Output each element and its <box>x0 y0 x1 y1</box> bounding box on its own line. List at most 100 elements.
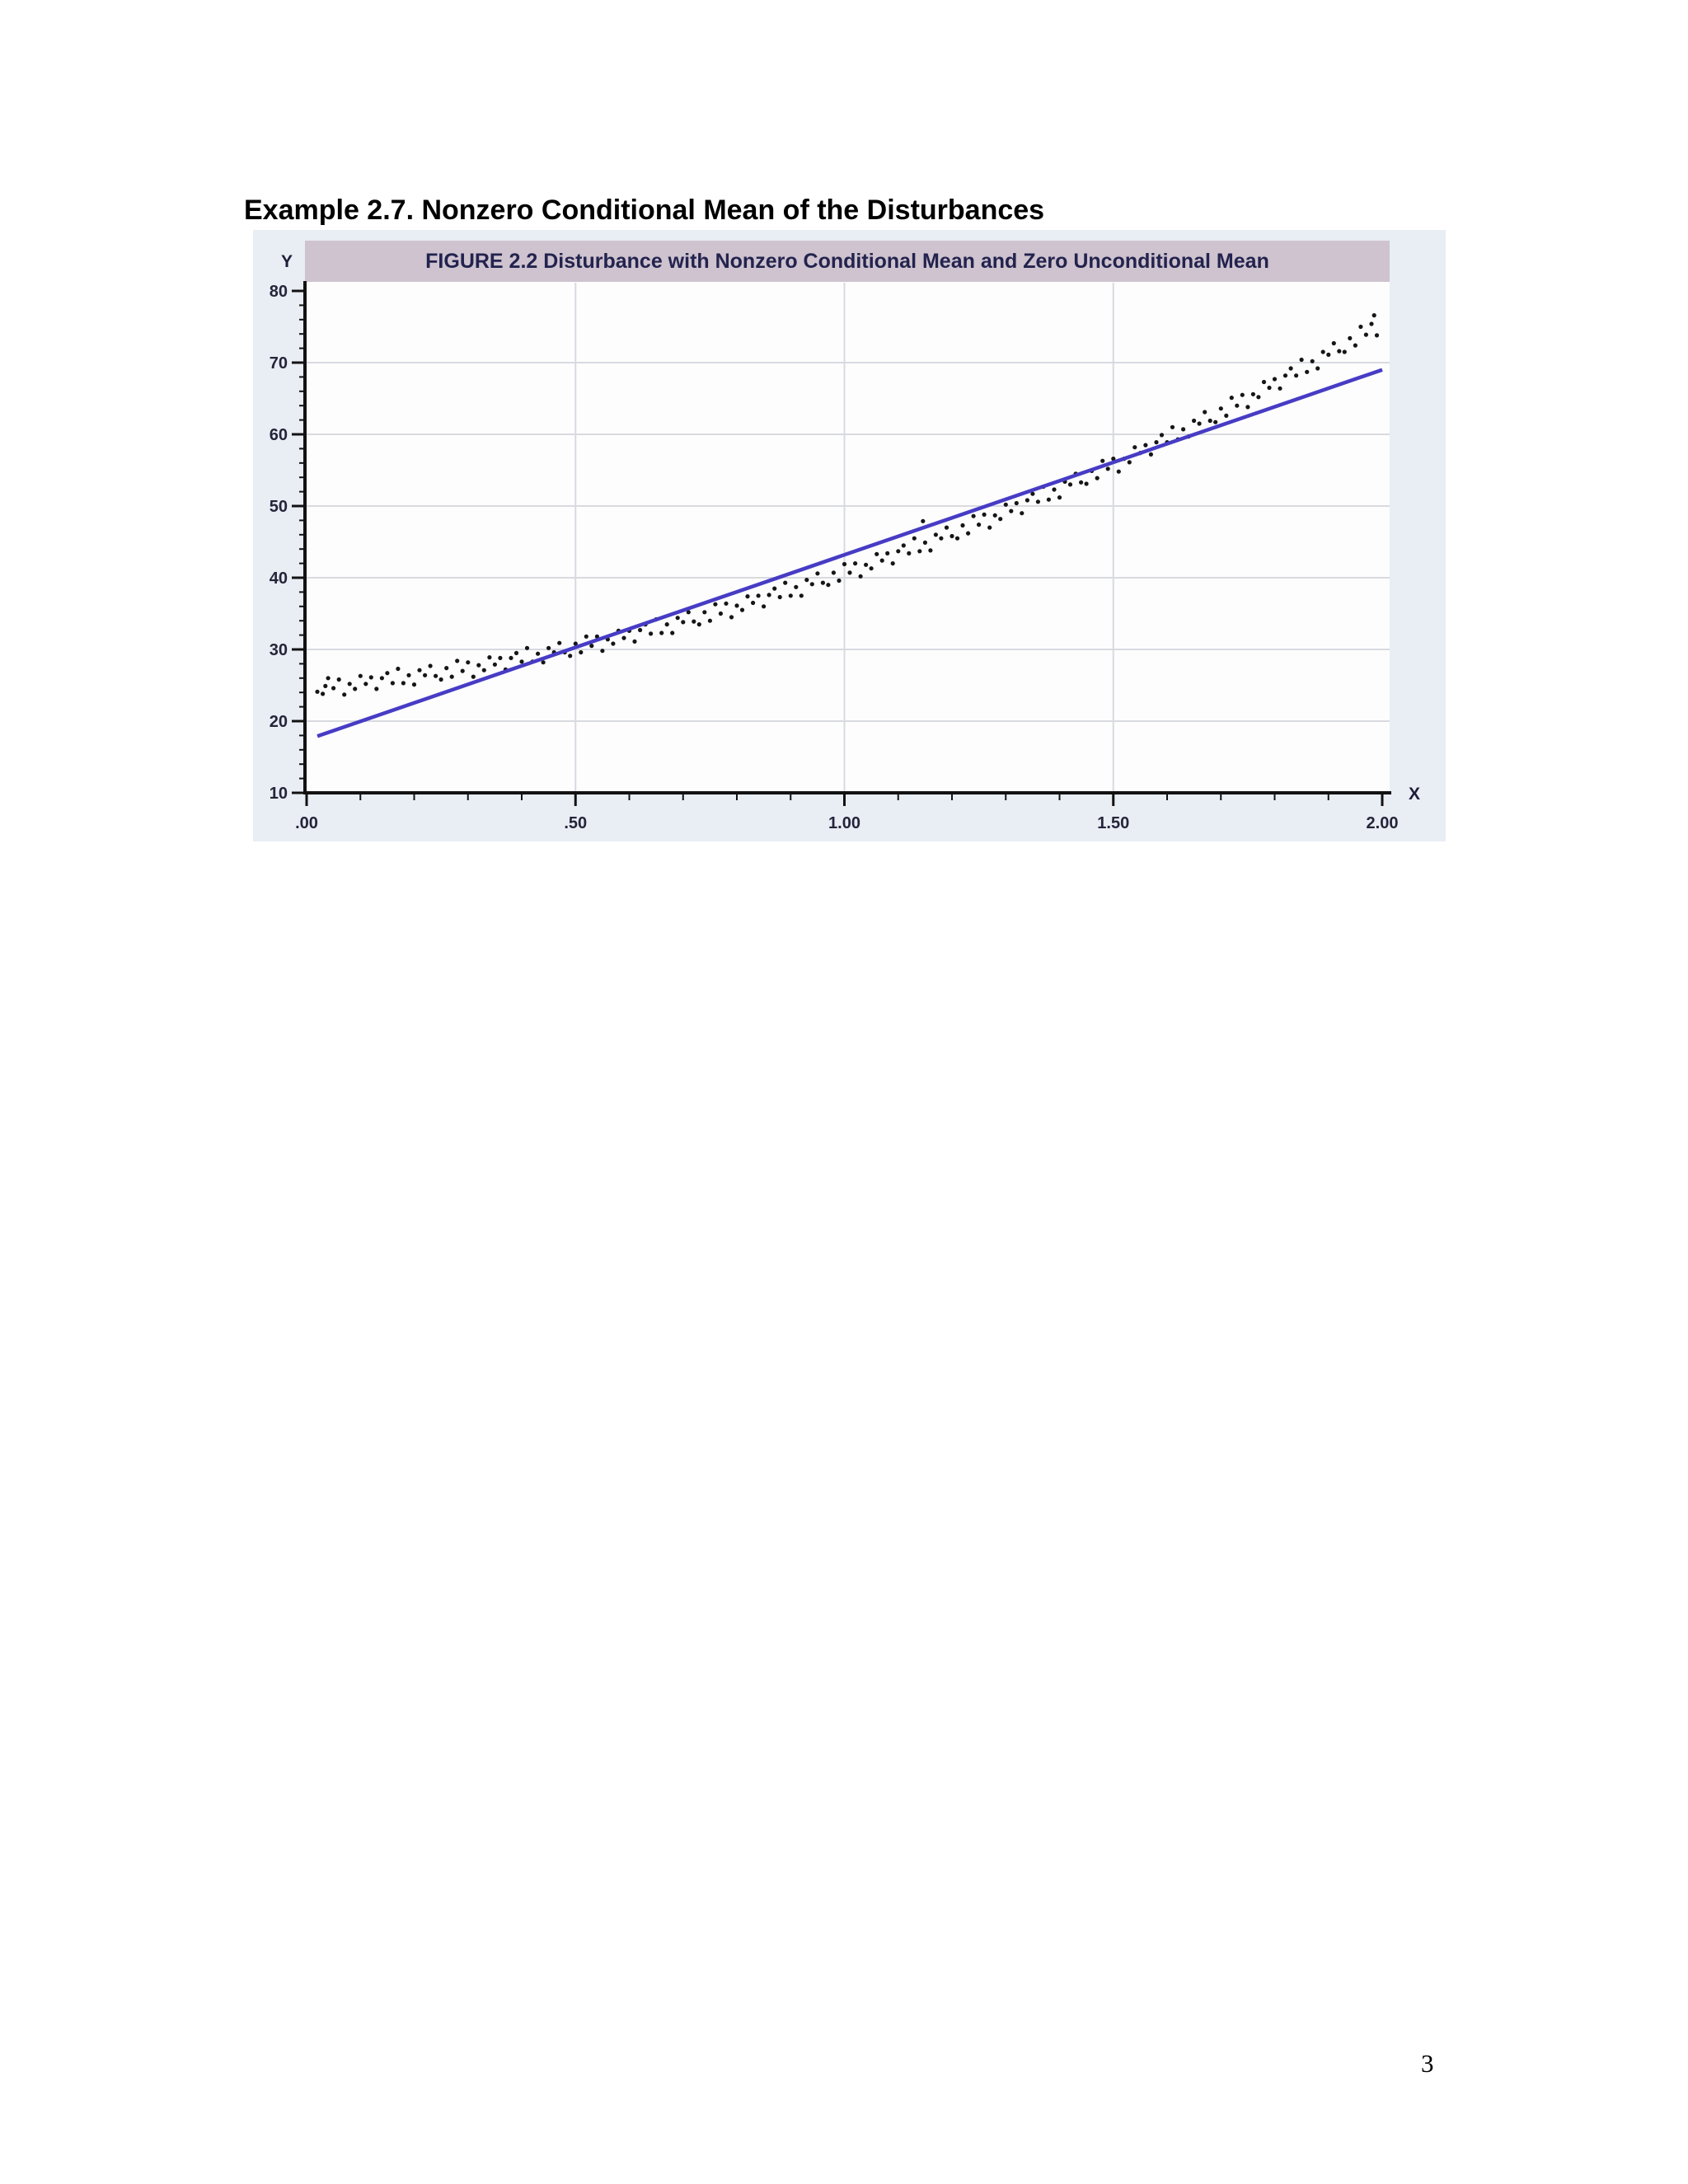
y-tick-label: 70 <box>270 354 288 373</box>
data-point <box>557 640 562 645</box>
data-point <box>374 687 379 691</box>
data-point <box>481 668 486 673</box>
data-point <box>954 536 960 541</box>
data-point <box>1363 332 1368 337</box>
data-point <box>1207 418 1212 424</box>
data-point <box>1288 366 1293 371</box>
data-point <box>992 513 997 518</box>
data-point <box>1159 433 1165 438</box>
data-point <box>820 580 826 585</box>
data-point <box>853 561 858 566</box>
data-point <box>1170 424 1175 429</box>
data-point <box>783 580 788 585</box>
data-point <box>874 551 879 556</box>
data-point <box>686 610 691 615</box>
data-point <box>826 583 831 588</box>
data-point <box>739 607 745 612</box>
data-point <box>1372 313 1376 318</box>
data-point <box>664 622 669 627</box>
data-point <box>568 654 573 658</box>
data-point <box>921 518 926 523</box>
data-point <box>1278 386 1282 391</box>
figure-2-2: FIGURE 2.2 Disturbance with Nonzero Cond… <box>253 230 1446 841</box>
page-number: 3 <box>1421 2049 1434 2078</box>
data-point <box>707 618 713 623</box>
data-point <box>864 562 869 567</box>
data-point <box>428 663 433 668</box>
data-point <box>950 533 954 539</box>
data-point <box>1374 333 1380 338</box>
data-point <box>573 641 578 646</box>
data-point <box>847 570 852 575</box>
data-point <box>1084 481 1089 486</box>
data-point <box>449 674 454 679</box>
data-point <box>745 594 750 599</box>
x-tick-label: 1.50 <box>1097 814 1129 832</box>
data-point <box>1272 377 1278 382</box>
data-point <box>390 681 395 686</box>
data-point <box>638 627 643 633</box>
data-point <box>401 681 406 686</box>
data-point <box>998 517 1003 522</box>
data-point <box>842 561 847 567</box>
data-point <box>536 651 541 656</box>
data-point <box>519 659 524 664</box>
data-point <box>1079 480 1084 485</box>
data-point <box>1105 466 1110 471</box>
data-point <box>524 645 530 650</box>
data-point <box>1020 511 1025 516</box>
data-point <box>1235 403 1240 408</box>
data-point <box>1326 352 1331 357</box>
data-point <box>922 540 927 545</box>
data-point <box>315 689 320 694</box>
data-point <box>347 682 352 687</box>
data-point <box>901 543 906 548</box>
data-point <box>1127 460 1132 465</box>
data-point <box>659 630 664 635</box>
data-point <box>1003 502 1008 507</box>
data-point <box>1014 500 1019 506</box>
data-point <box>1358 324 1363 330</box>
data-point <box>363 682 368 687</box>
data-point <box>670 630 675 635</box>
data-point <box>890 561 895 566</box>
data-point <box>589 644 594 649</box>
data-point <box>326 676 331 681</box>
data-point <box>869 566 874 571</box>
data-point <box>406 673 411 677</box>
data-point <box>1009 509 1014 513</box>
data-point <box>734 603 739 608</box>
data-point <box>1218 406 1223 411</box>
data-point <box>611 641 616 646</box>
figure-title: FIGURE 2.2 Disturbance with Nonzero Cond… <box>425 250 1269 273</box>
data-point <box>1315 366 1320 371</box>
data-point <box>729 615 734 620</box>
data-point <box>1213 419 1218 424</box>
data-point <box>1052 487 1057 492</box>
data-point <box>1267 385 1272 391</box>
data-point <box>1046 497 1051 502</box>
y-tick-label: 30 <box>270 641 288 659</box>
data-point <box>1310 359 1315 363</box>
data-point <box>767 593 771 598</box>
data-point <box>1095 476 1100 480</box>
data-point <box>907 551 912 555</box>
data-point <box>675 616 680 621</box>
data-point <box>799 593 804 598</box>
data-point <box>1111 457 1116 462</box>
data-point <box>385 671 390 676</box>
data-point <box>541 660 546 665</box>
data-point <box>987 525 992 530</box>
data-point <box>476 663 481 668</box>
figure-title-bar <box>305 241 1390 282</box>
data-point <box>1148 452 1153 457</box>
data-point <box>342 692 347 697</box>
data-point <box>460 668 465 673</box>
data-point <box>649 631 654 636</box>
x-tick-label: 1.00 <box>828 814 860 832</box>
data-point <box>417 668 422 673</box>
data-point <box>696 622 701 627</box>
data-point <box>368 675 373 680</box>
data-point <box>772 586 777 591</box>
data-point <box>434 673 438 678</box>
